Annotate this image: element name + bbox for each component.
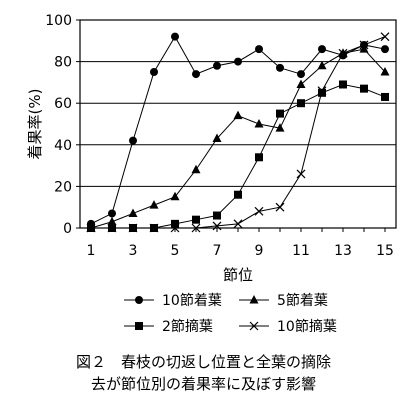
legend-label: 2節摘葉 [162,318,213,335]
data-point [191,164,201,174]
y-tick-label: 20 [54,179,72,195]
legend: 10節着葉 5節着葉 2節摘葉 10節摘葉 [124,292,337,335]
y-tick-label: 60 [54,96,72,112]
figure-caption-line-1: 図２ 春枝の切返し位置と全葉の摘除 [76,353,331,371]
data-point [192,70,200,79]
data-point [129,136,137,145]
x-tick-label: 13 [334,243,352,259]
data-point [380,67,390,76]
data-markers [86,32,390,233]
data-point [255,45,263,54]
data-point [254,206,264,216]
x-tick-label: 5 [171,243,180,259]
legend-item-4: 10節摘葉 [239,318,337,335]
data-point [318,45,326,54]
data-point [171,32,179,41]
x-tick-label: 9 [255,243,264,259]
legend-label: 5節着葉 [277,292,328,309]
data-point [170,191,180,201]
data-point [359,40,369,50]
data-point [297,70,305,79]
data-point [192,215,200,224]
data-point [317,60,327,70]
y-tick-label: 40 [54,138,72,154]
x-tick-label: 11 [292,243,310,259]
data-point [380,32,390,42]
figure-caption-line-2: 去が節位別の着果率に及ぼす影響 [91,375,316,393]
data-point [212,133,222,143]
data-point [254,119,264,128]
data-point [234,57,242,66]
legend-label: 10節着葉 [162,292,222,309]
legend-marker [249,321,259,331]
y-tick-label: 80 [54,55,72,71]
data-point [149,200,159,209]
data-point [234,190,242,199]
data-point [381,45,389,54]
legend-marker [249,295,259,304]
legend-marker [135,296,143,304]
y-gridlines [80,61,396,187]
data-point [276,63,284,72]
data-point [360,84,368,93]
series-line-3 [91,83,386,229]
data-point [150,68,158,76]
x-tick-label: 15 [376,243,394,259]
data-point [338,48,348,58]
data-point [275,123,285,132]
legend-marker [135,322,143,330]
legend-item-2: 5節着葉 [239,292,328,309]
data-point [233,219,243,229]
legend-label: 10節摘葉 [277,318,337,335]
data-point [275,202,285,212]
data-point [108,209,116,218]
y-tick-label: 100 [45,13,72,29]
legend-item-1: 10節着葉 [124,292,222,309]
data-point [318,88,326,97]
data-point [339,80,347,89]
data-point [276,109,284,118]
data-point [171,219,179,228]
y-axis-title: 着果率(%) [26,89,44,160]
data-point [233,110,243,120]
data-point [297,99,305,108]
x-tick-label: 1 [87,243,96,259]
y-tick-label: 0 [63,221,72,237]
x-axis-title: 節位 [223,266,253,284]
data-point [128,208,138,217]
data-point [296,79,306,88]
data-point [296,169,306,179]
x-tick-label: 7 [213,243,222,259]
data-point [381,92,389,101]
legend-item-3: 2節摘葉 [124,318,213,335]
data-point [317,86,327,96]
x-tick-label: 3 [129,243,138,259]
data-point [107,216,117,226]
data-point [213,211,221,220]
axes [76,19,397,232]
data-point [255,153,263,162]
data-point [359,44,369,53]
data-point [213,61,221,70]
